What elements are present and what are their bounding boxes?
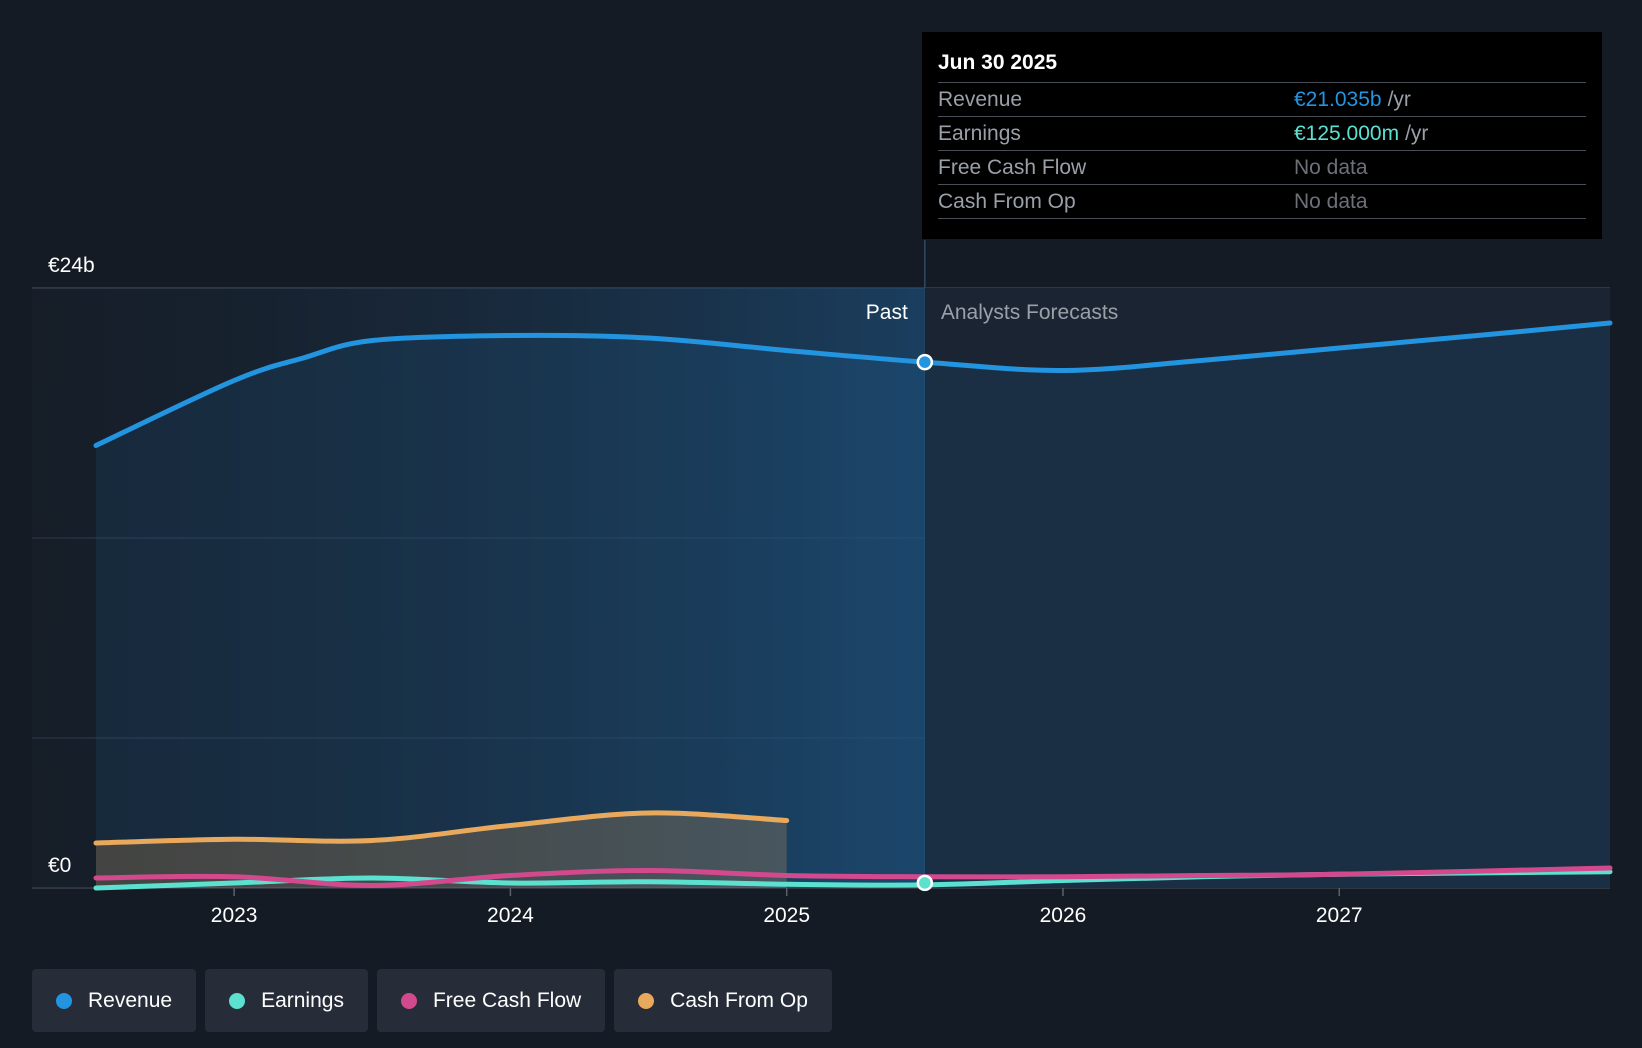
tooltip-row-free-cash-flow: Free Cash Flow No data [938,150,1586,184]
x-tick-label: 2024 [487,904,534,927]
tooltip-row-earnings: Earnings €125.000m/yr [938,116,1586,150]
tooltip-row-cash-from-op: Cash From Op No data [938,184,1586,219]
axis-labels: €24b €0 Past Analysts Forecasts [48,254,1118,877]
y-axis-top-label: €24b [48,254,95,277]
forecast-region [924,288,1610,888]
tooltip-row-revenue: Revenue €21.035b/yr [938,82,1586,116]
legend-label: Revenue [88,988,173,1012]
earnings-marker [916,874,934,892]
x-axis: 2023 2024 2025 2026 2027 [211,888,1363,927]
legend-dot-icon [400,992,417,1009]
tooltip-unit: /yr [1387,88,1411,111]
legend-item-revenue[interactable]: Revenue [32,969,197,1032]
tooltip-label: Earnings [938,122,1021,145]
legend-item-free-cash-flow[interactable]: Free Cash Flow [376,969,606,1032]
tooltip-value: No data [1294,190,1368,213]
legend-dot-icon [229,992,246,1009]
cash-from-op-line [93,810,790,846]
y-axis-bottom-label: €0 [48,854,71,877]
legend-dot-icon [56,992,72,1009]
forecast-label: Analysts Forecasts [941,301,1118,324]
series-lines [93,320,1613,891]
tooltip-value: No data [1294,156,1368,179]
legend: Revenue Earnings Free Cash Flow Cash From O… [32,969,832,1032]
past-label: Past [866,301,908,324]
legend-item-earnings[interactable]: Earnings [205,969,368,1032]
tooltip-unit: /yr [1405,122,1429,145]
tooltip-label: Cash From Op [938,190,1076,213]
free-cash-flow-line [93,865,1613,889]
x-tick-label: 2027 [1316,904,1363,927]
legend-dot-icon [638,992,655,1009]
x-tick-label: 2023 [211,904,258,927]
tooltip-value: €21.035b [1294,88,1382,111]
tooltip-label: Free Cash Flow [938,156,1087,179]
tooltip-label: Revenue [938,88,1023,111]
legend-label: Cash From Op [670,988,808,1012]
revenue-line [93,320,1613,448]
tooltip-value: €125.000m [1294,122,1400,145]
tooltip: Jun 30 2025 Revenue €21.035b/yr Earnings €1… [922,32,1602,239]
legend-item-cash-from-op[interactable]: Cash From Op [614,969,832,1032]
hover-markers [916,353,934,892]
x-tick-label: 2026 [1040,904,1087,927]
revenue-area [96,323,1610,888]
legend-label: Free Cash Flow [432,988,582,1012]
series-areas [32,288,1610,888]
past-region [32,288,925,888]
x-tick-label: 2025 [763,904,810,927]
revenue-marker [916,353,934,371]
legend-label: Earnings [261,988,344,1012]
tooltip-date: Jun 30 2025 [938,51,1058,74]
